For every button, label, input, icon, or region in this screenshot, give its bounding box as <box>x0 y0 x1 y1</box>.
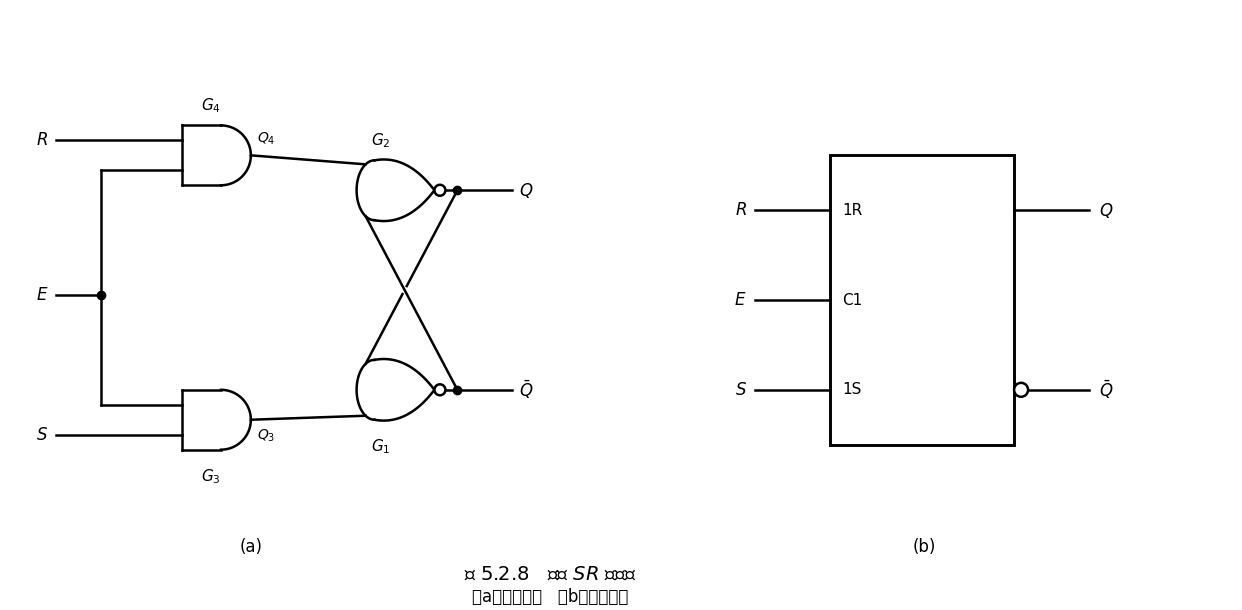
Text: $\bar{Q}$: $\bar{Q}$ <box>519 379 534 401</box>
Text: $R$: $R$ <box>36 131 48 149</box>
Circle shape <box>435 384 446 395</box>
Text: $Q$: $Q$ <box>519 181 534 199</box>
Text: $Q_3$: $Q_3$ <box>257 428 276 444</box>
Bar <box>830 156 1015 445</box>
Text: $Q_4$: $Q_4$ <box>257 131 276 148</box>
Text: $S$: $S$ <box>36 426 48 443</box>
Text: $R$: $R$ <box>735 201 746 219</box>
Text: $E$: $E$ <box>734 291 746 309</box>
Text: 1R: 1R <box>842 203 863 218</box>
Text: $G_2$: $G_2$ <box>371 132 390 150</box>
Circle shape <box>1015 383 1028 396</box>
Text: $\bar{Q}$: $\bar{Q}$ <box>1099 379 1113 401</box>
Text: 1S: 1S <box>842 382 862 397</box>
Text: $S$: $S$ <box>735 381 746 399</box>
Text: (b): (b) <box>913 539 936 556</box>
Text: (a): (a) <box>240 539 262 556</box>
Text: $G_4$: $G_4$ <box>201 97 221 115</box>
Circle shape <box>435 185 446 196</box>
Text: $G_3$: $G_3$ <box>201 468 221 486</box>
Text: $E$: $E$ <box>36 286 48 304</box>
Text: $G_1$: $G_1$ <box>371 438 390 456</box>
Text: （a）逻辑电路   （b）逻辑符号: （a）逻辑电路 （b）逻辑符号 <box>472 588 628 606</box>
Text: C1: C1 <box>842 293 863 307</box>
Text: 图 5.2.8   门控 $SR$ 锁存器: 图 5.2.8 门控 $SR$ 锁存器 <box>465 565 636 584</box>
Text: $Q$: $Q$ <box>1099 201 1113 220</box>
